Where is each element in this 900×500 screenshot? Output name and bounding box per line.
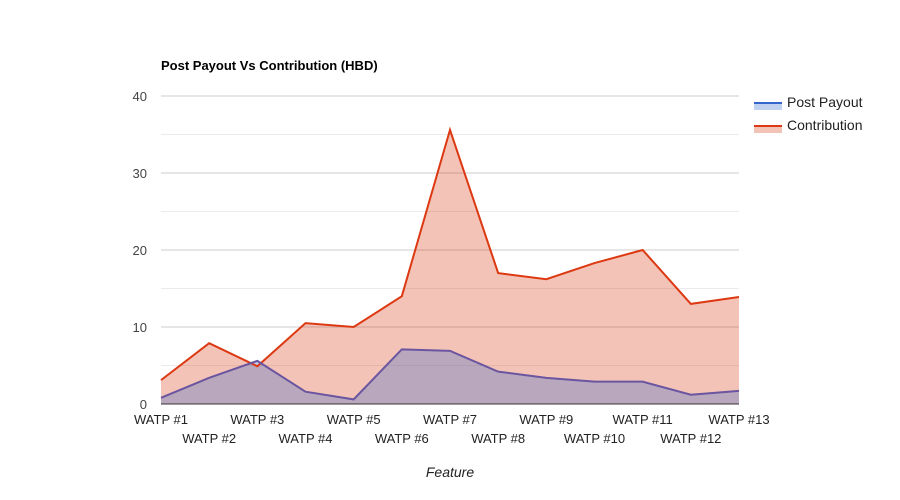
- x-tick-label: WATP #8: [471, 431, 525, 446]
- legend-label: Post Payout: [787, 94, 863, 110]
- area-post-payout: [161, 349, 739, 404]
- x-axis-label: Feature: [426, 464, 474, 480]
- x-tick-label: WATP #9: [519, 412, 573, 427]
- y-tick-label: 30: [133, 166, 147, 181]
- legend-label: Contribution: [787, 117, 863, 133]
- x-tick-label: WATP #12: [660, 431, 721, 446]
- legend-item[interactable]: Contribution: [754, 117, 863, 133]
- x-tick-label: WATP #1: [134, 412, 188, 427]
- x-tick-label: WATP #5: [327, 412, 381, 427]
- y-tick-label: 20: [133, 243, 147, 258]
- x-tick-label: WATP #3: [230, 412, 284, 427]
- legend-swatch: [754, 103, 782, 110]
- x-tick-label: WATP #10: [564, 431, 625, 446]
- y-tick-label: 0: [140, 397, 147, 412]
- x-tick-label: WATP #4: [279, 431, 333, 446]
- x-tick-label: WATP #11: [613, 412, 673, 427]
- legend-item[interactable]: Post Payout: [754, 94, 863, 110]
- x-tick-label: WATP #13: [708, 412, 769, 427]
- chart-title: Post Payout Vs Contribution (HBD): [161, 58, 378, 73]
- y-tick-label: 40: [133, 89, 147, 104]
- y-tick-label: 10: [133, 320, 147, 335]
- x-tick-label: WATP #2: [182, 431, 236, 446]
- area-contribution: [161, 129, 739, 404]
- x-tick-label: WATP #6: [375, 431, 429, 446]
- legend-swatch: [754, 126, 782, 133]
- x-tick-label: WATP #7: [423, 412, 477, 427]
